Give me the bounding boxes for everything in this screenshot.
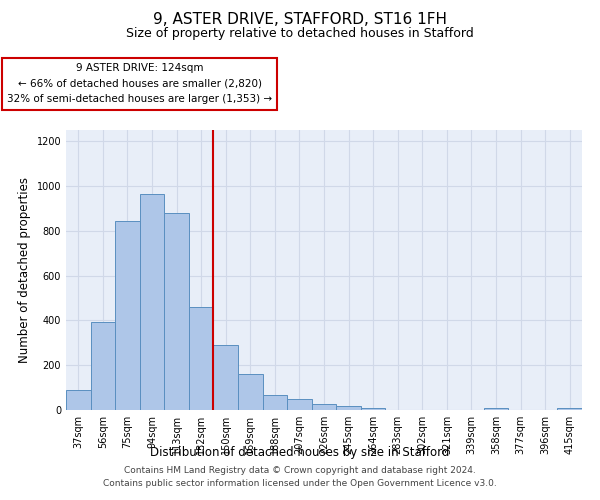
Bar	[484, 408, 508, 410]
Bar	[336, 406, 361, 410]
Text: 9, ASTER DRIVE, STAFFORD, ST16 1FH: 9, ASTER DRIVE, STAFFORD, ST16 1FH	[153, 12, 447, 28]
Bar	[263, 396, 287, 410]
Bar	[115, 220, 140, 410]
Text: Distribution of detached houses by size in Stafford: Distribution of detached houses by size …	[151, 446, 449, 459]
Bar	[66, 390, 91, 410]
Bar	[312, 404, 336, 410]
Bar	[238, 374, 263, 410]
Bar	[189, 307, 214, 410]
Y-axis label: Number of detached properties: Number of detached properties	[18, 177, 31, 363]
Bar	[140, 194, 164, 410]
Bar	[164, 213, 189, 410]
Text: 9 ASTER DRIVE: 124sqm
← 66% of detached houses are smaller (2,820)
32% of semi-d: 9 ASTER DRIVE: 124sqm ← 66% of detached …	[7, 63, 272, 104]
Text: Contains HM Land Registry data © Crown copyright and database right 2024.
Contai: Contains HM Land Registry data © Crown c…	[103, 466, 497, 487]
Bar	[287, 399, 312, 410]
Text: Size of property relative to detached houses in Stafford: Size of property relative to detached ho…	[126, 28, 474, 40]
Bar	[361, 408, 385, 410]
Bar	[557, 408, 582, 410]
Bar	[214, 345, 238, 410]
Bar	[91, 322, 115, 410]
